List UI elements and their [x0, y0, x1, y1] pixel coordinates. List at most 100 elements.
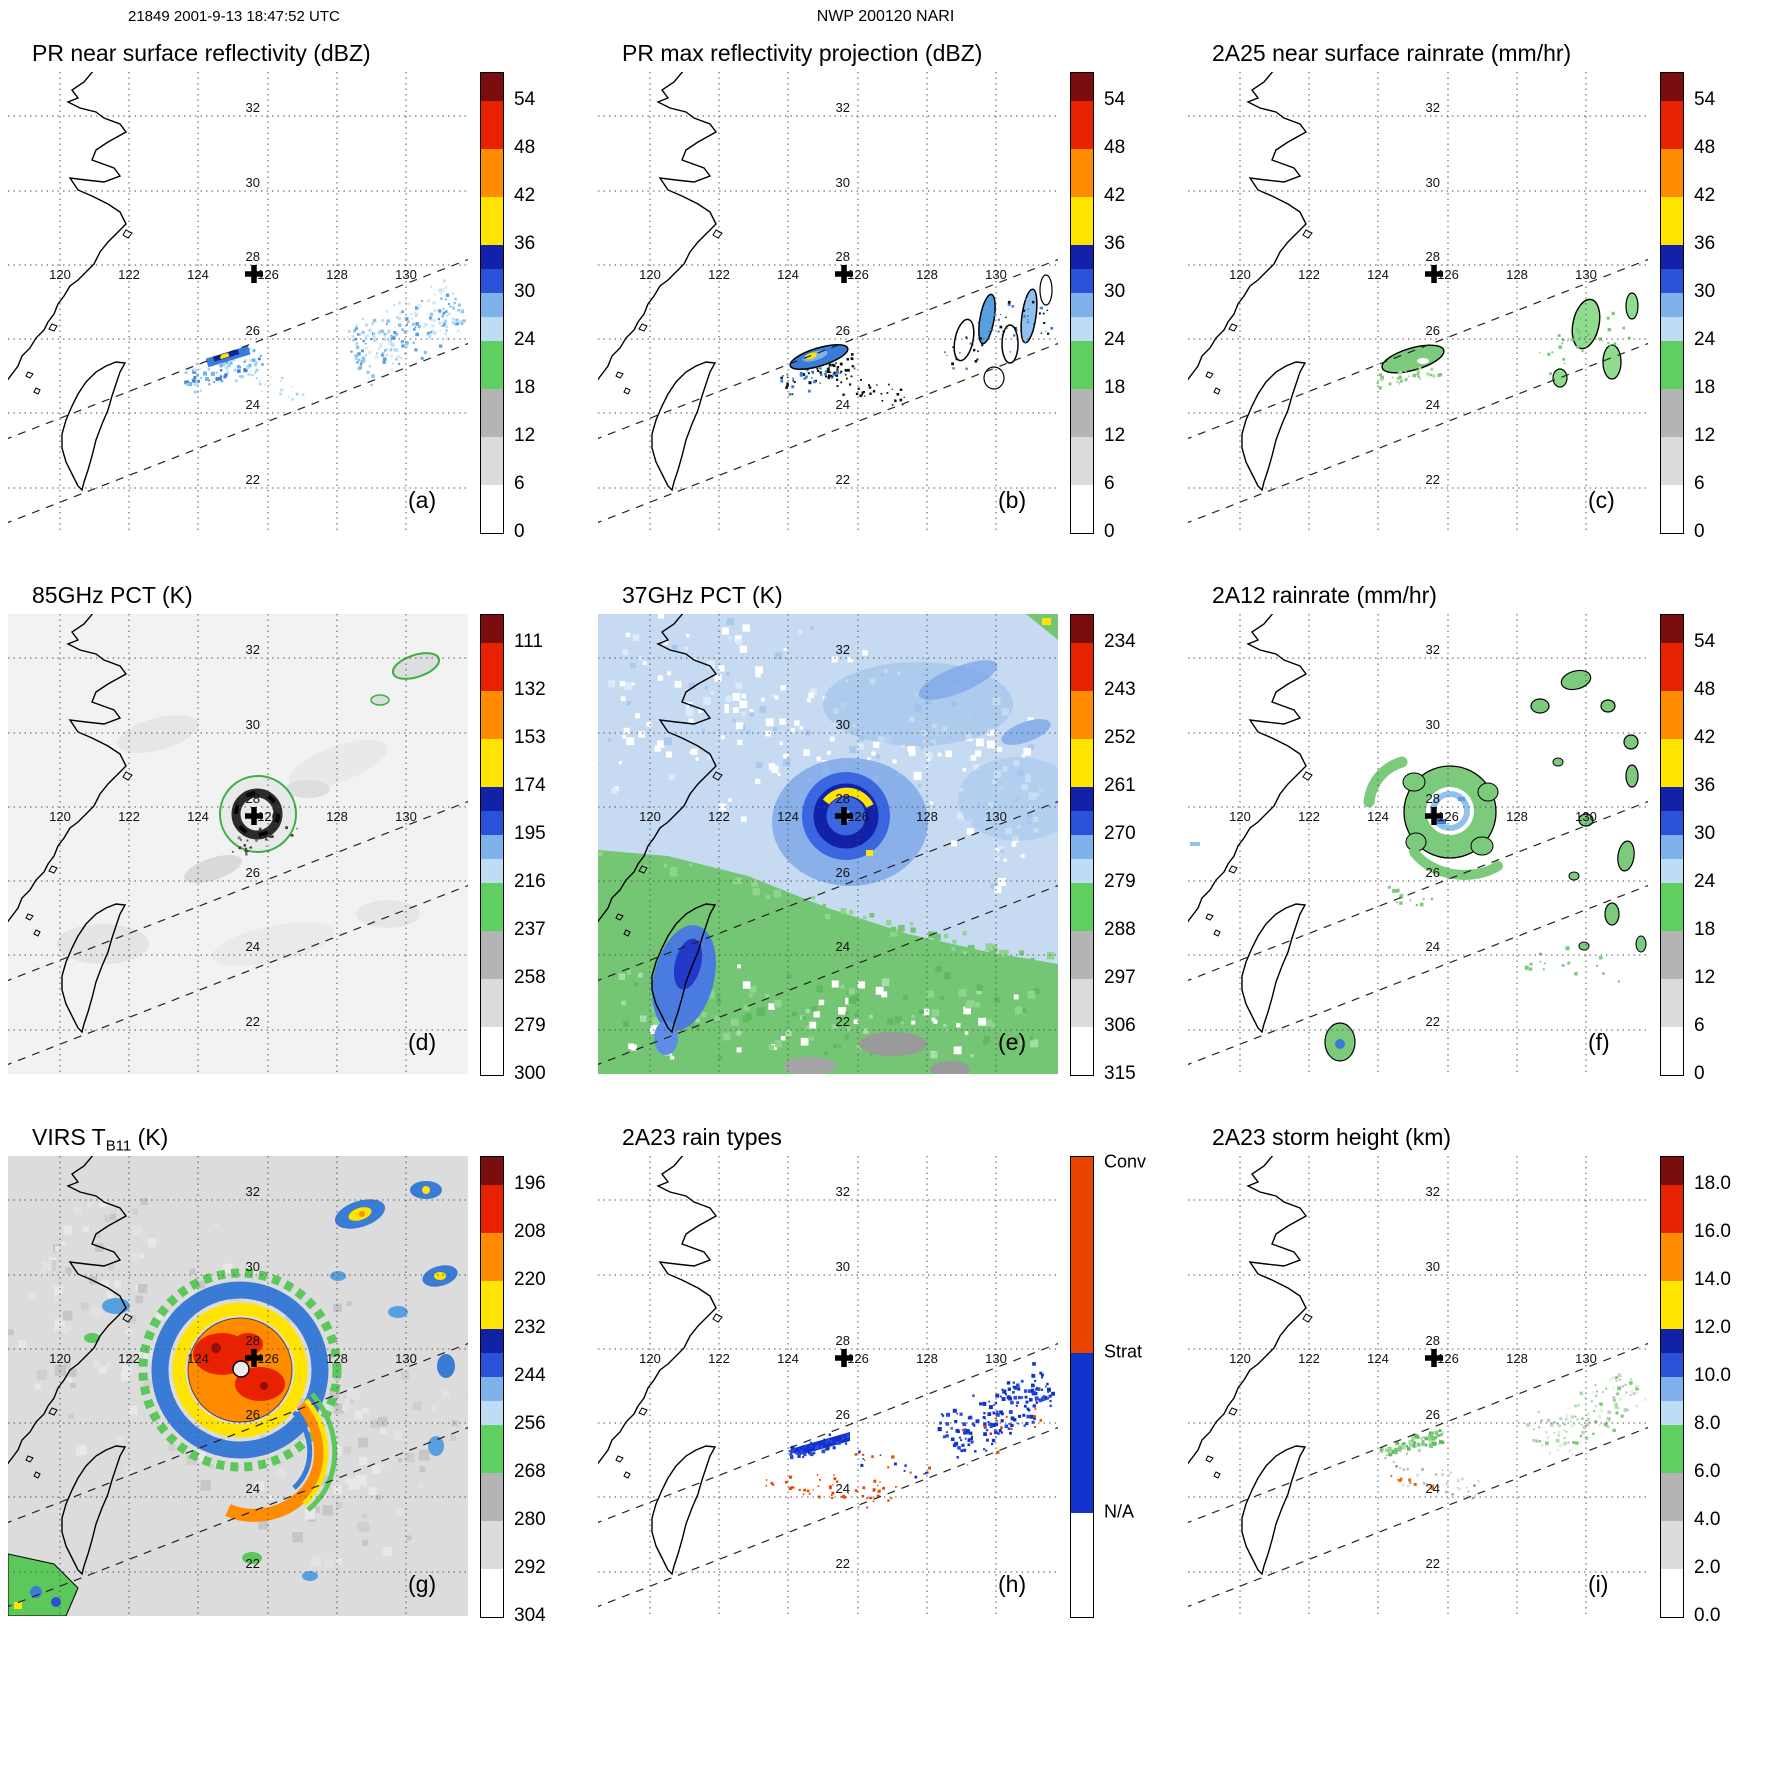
data-pixel: [994, 1417, 997, 1420]
data-pixel: [61, 1241, 66, 1246]
data-pixel: [983, 1412, 986, 1415]
data-pixel: [1011, 305, 1015, 308]
data-pixel: [790, 1455, 794, 1460]
data-pixel: [758, 1007, 766, 1015]
data-pixel: [258, 380, 261, 382]
data-pixel: [1046, 309, 1049, 312]
data-pixel: [137, 1352, 149, 1364]
data-pixel: [1562, 1441, 1564, 1443]
data-pixel: [959, 352, 961, 354]
data-pixel: [457, 329, 460, 332]
data-pixel: [62, 1310, 73, 1321]
data-pixel: [879, 1481, 881, 1483]
data-pixel: [791, 728, 795, 732]
data-pixel: [847, 368, 850, 372]
lon-label: 130: [395, 267, 417, 282]
data-pixel: [362, 1539, 369, 1546]
data-pixel: [665, 751, 673, 758]
data-pixel: [393, 348, 396, 351]
data-pixel: [148, 1239, 157, 1248]
data-pixel: [1559, 1416, 1563, 1420]
data-pixel: [946, 1431, 948, 1433]
data-pixel: [392, 1429, 403, 1440]
data-pixel: [850, 357, 854, 361]
data-pixel: [41, 1260, 52, 1271]
data-pixel: [452, 308, 455, 310]
data-pixel: [985, 1449, 988, 1452]
data-pixel: [55, 1246, 61, 1252]
data-pixel: [709, 874, 715, 880]
data-pixel: [357, 352, 361, 356]
data-pixel: [674, 680, 682, 688]
data-pixel: [1033, 1416, 1036, 1420]
data-pixel: [404, 300, 407, 303]
data-pixel: [1559, 1443, 1563, 1447]
data-pixel: [313, 1506, 320, 1513]
data-pixel: [365, 354, 367, 357]
data-pixel: [108, 1264, 115, 1271]
lon-label: 120: [1229, 1351, 1251, 1366]
colorbar-tick-label: 12: [1694, 967, 1716, 988]
data-pixel: [963, 1450, 966, 1452]
data-pixel: [1623, 1408, 1628, 1412]
colorbar-segment: [481, 1281, 503, 1329]
data-pixel: [1540, 1419, 1543, 1422]
rain-blobs-east: [1530, 669, 1647, 953]
data-pixel: [963, 1431, 967, 1435]
panel-e: 37GHz PCT (K): [590, 578, 1180, 1120]
data-pixel: [869, 1496, 873, 1500]
colorbar-segment: [1071, 101, 1093, 149]
data-pixel: [660, 866, 664, 870]
data-pixel: [391, 335, 393, 337]
data-pixel: [248, 363, 252, 368]
rain-speckles-se: [1524, 946, 1620, 983]
data-pixel: [423, 350, 428, 355]
panel-letter: (f): [1588, 1029, 1610, 1055]
data-pixel: [1607, 342, 1610, 345]
data-pixel: [1380, 1448, 1383, 1452]
data-pixel: [1004, 949, 1009, 955]
data-pixel: [1598, 1424, 1601, 1427]
data-pixel: [1047, 332, 1050, 335]
data-pixel: [1020, 1379, 1024, 1383]
data-pixel: [695, 1018, 700, 1023]
data-pixel: [998, 318, 1000, 321]
data-pixel: [1477, 1480, 1480, 1482]
colorbar-segment: [481, 691, 503, 739]
data-pixel: [1556, 1448, 1560, 1452]
data-pixel: [1001, 334, 1004, 337]
data-pixel: [768, 1044, 775, 1051]
data-pixel: [608, 738, 612, 742]
data-pixel: [372, 335, 375, 337]
data-pixel: [824, 372, 827, 376]
data-pixel: [1033, 323, 1035, 325]
data-pixel: [427, 313, 429, 315]
yellow-pixel-ne: [1042, 618, 1051, 625]
data-pixel: [909, 922, 914, 926]
data-pixel: [976, 984, 983, 991]
data-pixel: [438, 321, 442, 325]
panel-letter: (i): [1588, 1571, 1608, 1597]
data-pixel: [962, 768, 967, 772]
blue-area: [958, 757, 1058, 841]
data-pixel: [850, 375, 853, 378]
data-pixel: [279, 380, 282, 382]
colorbar-segment: [1071, 437, 1093, 485]
data-pixel: [1041, 1396, 1046, 1401]
data-pixel: [1388, 885, 1391, 889]
data-pixel: [1040, 306, 1043, 310]
data-pixel: [1428, 1485, 1431, 1488]
data-pixel: [1574, 1404, 1577, 1408]
data-pixel: [195, 362, 199, 365]
data-pixel: [64, 1355, 71, 1361]
data-pixel: [1449, 1471, 1453, 1474]
data-pixel: [1594, 1384, 1597, 1387]
data-pixel: [1429, 1439, 1432, 1443]
data-pixel: [1538, 351, 1541, 354]
data-pixel: [1606, 316, 1610, 320]
data-pixel: [792, 380, 795, 383]
data-pixel: [252, 349, 256, 353]
data-pixel: [1590, 1400, 1593, 1403]
data-pixel: [894, 399, 896, 401]
data-pixel: [156, 1311, 165, 1320]
